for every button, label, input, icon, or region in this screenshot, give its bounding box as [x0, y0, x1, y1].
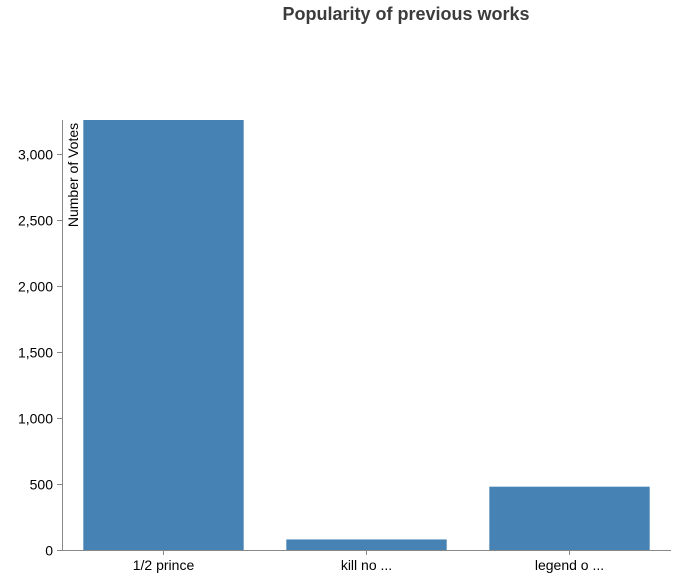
x-tick-label: legend o ... — [535, 557, 604, 573]
y-ticks: 0 500 1,000 1,500 2,000 2,500 3,000 — [18, 147, 62, 559]
x-axis: 1/2 prince kill no ... legend o ... — [62, 550, 671, 573]
y-tick-label: 500 — [30, 477, 54, 493]
bar — [286, 539, 447, 550]
x-ticks: 1/2 prince kill no ... legend o ... — [133, 550, 604, 573]
x-tick-label: 1/2 prince — [133, 557, 195, 573]
y-tick-label: 0 — [45, 543, 53, 559]
x-tick-label: kill no ... — [341, 557, 392, 573]
y-tick-label: 2,500 — [18, 213, 53, 229]
y-axis-title: Number of Votes — [65, 123, 81, 227]
bar — [489, 486, 650, 550]
chart-title: Popularity of previous works — [282, 4, 529, 24]
bar — [83, 120, 244, 550]
bars — [83, 120, 650, 550]
y-axis: 0 500 1,000 1,500 2,000 2,500 3,000 Number of … — [18, 120, 81, 559]
y-tick-label: 2,000 — [18, 279, 53, 295]
y-tick-label: 1,500 — [18, 345, 53, 361]
y-tick-label: 3,000 — [18, 147, 53, 163]
y-tick-label: 1,000 — [18, 411, 53, 427]
